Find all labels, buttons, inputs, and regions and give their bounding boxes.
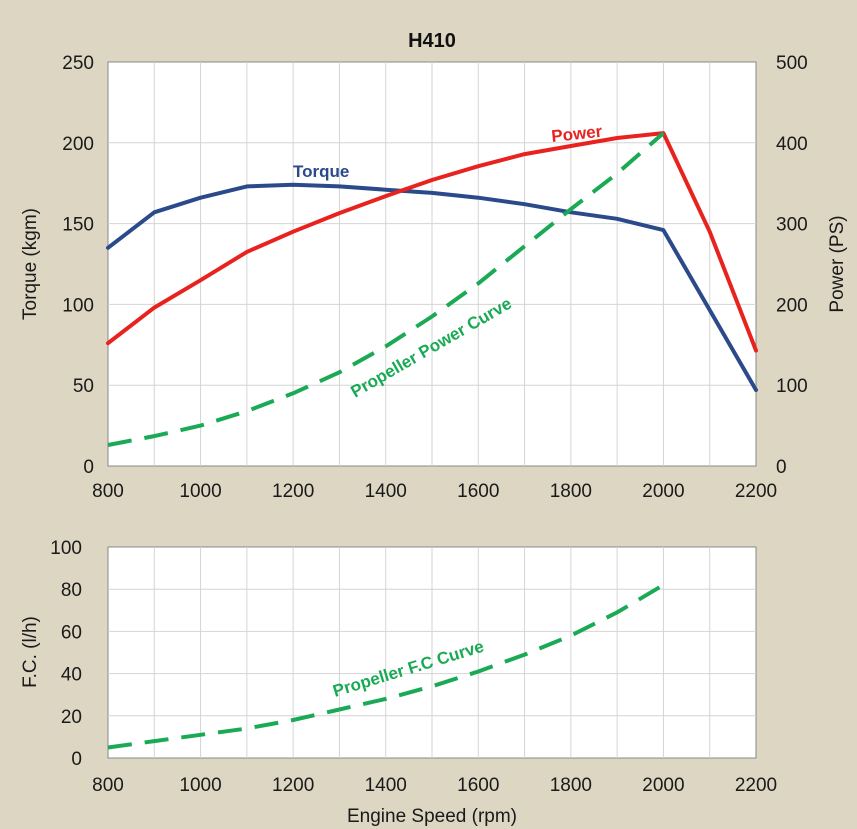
left-y-tick-label: 150 [62, 215, 94, 236]
right-y-tick-label: 300 [776, 215, 808, 236]
y-tick-label: 100 [50, 538, 82, 559]
right-y-tick-label: 100 [776, 376, 808, 397]
left-y-tick-label: 250 [62, 53, 94, 74]
x-tick-label: 1400 [365, 481, 407, 502]
y-tick-label: 40 [61, 665, 82, 686]
y-tick-label: 20 [61, 707, 82, 728]
left-y-tick-label: 200 [62, 134, 94, 155]
x-tick-label: 2200 [735, 775, 777, 796]
series-line-power [106, 131, 758, 353]
right-axis-label: Power (PS) [827, 215, 848, 312]
x-tick-label: 2200 [735, 481, 777, 502]
x-tick-label: 2000 [642, 775, 684, 796]
left-axis-label: Torque (kgm) [20, 208, 41, 320]
series-line-propeller-f-c-curve [107, 583, 665, 750]
x-tick-label: 1800 [550, 481, 592, 502]
x-tick-label: 800 [92, 481, 124, 502]
left-y-tick-label: 50 [73, 376, 94, 397]
x-axis-label: Engine Speed (rpm) [347, 806, 517, 827]
x-tick-label: 1200 [272, 775, 314, 796]
y-tick-label: 80 [61, 580, 82, 601]
top-tick-labels: 800 1000 1200 1400 1600 1800 2000 2200050100150… [62, 53, 807, 502]
y-tick-label: 0 [71, 749, 82, 770]
bottom-tick-labels: 800 1000 1200 1400 1600 1800 2000 2200 0 20 40 60 80… [50, 538, 777, 796]
bottom-series [107, 583, 665, 750]
bottom-left-axis-label: F.C. (l/h) [20, 616, 41, 688]
y-tick-label: 60 [61, 622, 82, 643]
x-tick-label: 1000 [179, 775, 221, 796]
chart-title: H410 [408, 30, 456, 52]
right-y-tick-label: 500 [776, 53, 808, 74]
x-tick-label: 2000 [642, 481, 684, 502]
left-y-tick-label: 100 [62, 295, 94, 316]
x-tick-label: 1800 [550, 775, 592, 796]
x-tick-label: 1600 [457, 775, 499, 796]
top-series [106, 131, 758, 447]
x-tick-label: 1000 [179, 481, 221, 502]
right-y-tick-label: 200 [776, 295, 808, 316]
series-line-torque [106, 182, 758, 392]
x-tick-label: 1400 [365, 775, 407, 796]
bottom-gridlines [108, 547, 756, 758]
x-tick-label: 1600 [457, 481, 499, 502]
right-y-tick-label: 400 [776, 134, 808, 155]
left-y-tick-label: 0 [83, 457, 94, 478]
right-y-tick-label: 0 [776, 457, 787, 478]
x-tick-label: 1200 [272, 481, 314, 502]
series-line-propeller-power-curve [107, 131, 665, 447]
annotation-torque: Torque [293, 162, 349, 181]
x-tick-label: 800 [92, 775, 124, 796]
top-gridlines [108, 62, 756, 466]
